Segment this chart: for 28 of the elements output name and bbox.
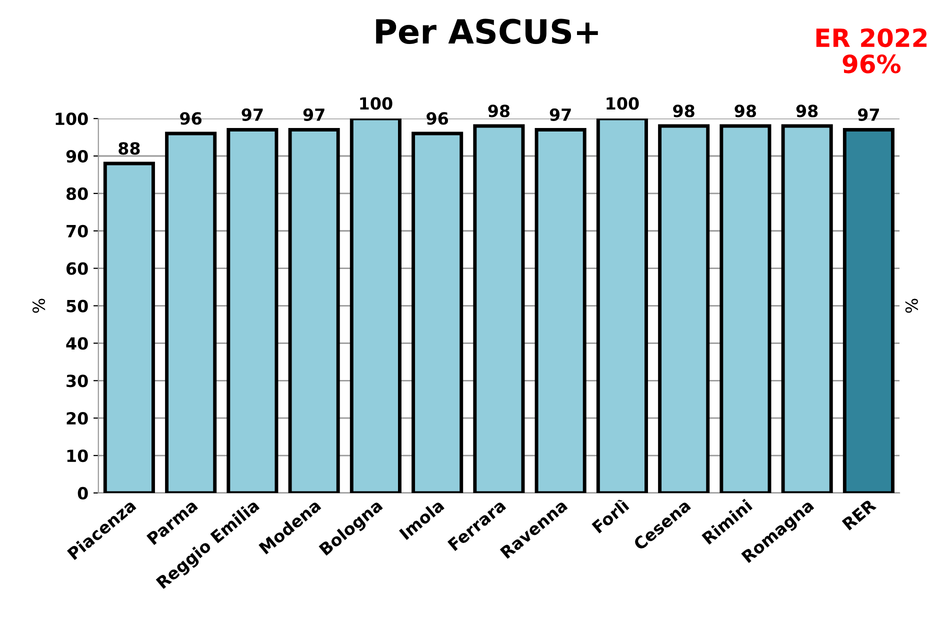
data-label: 98	[734, 104, 756, 118]
data-label: 100	[360, 97, 392, 110]
y-tick-label: 20	[66, 412, 88, 425]
data-label: 97	[303, 108, 324, 122]
y-tick-label: 90	[66, 150, 88, 163]
y-tick-label: 10	[67, 449, 88, 462]
y2-axis-title: %	[905, 298, 918, 313]
data-label: 97	[858, 108, 879, 122]
y-tick-label: 70	[66, 224, 88, 238]
data-label: 97	[242, 108, 263, 122]
data-label: 88	[118, 142, 140, 155]
y-tick-label: 30	[66, 374, 88, 388]
data-label: 98	[673, 104, 694, 118]
data-label: 96	[426, 112, 448, 125]
y-tick-label: 40	[66, 337, 88, 350]
y-tick-label: 50	[66, 300, 88, 312]
data-label: 100	[606, 97, 639, 110]
y-axis-title: %	[32, 298, 46, 313]
y-tick-label: 0	[78, 486, 88, 500]
text: ER 2022 96%	[816, 28, 927, 74]
data-label: 97	[550, 108, 571, 122]
y-tick-label: 80	[66, 187, 88, 200]
y-tick-label: 60	[66, 262, 88, 275]
chart-title: Per ASCUS+	[376, 18, 598, 44]
y-tick-label: 100	[56, 112, 88, 126]
data-label: 98	[796, 104, 818, 118]
data-label: 98	[488, 104, 510, 118]
data-label: 96	[180, 112, 202, 125]
